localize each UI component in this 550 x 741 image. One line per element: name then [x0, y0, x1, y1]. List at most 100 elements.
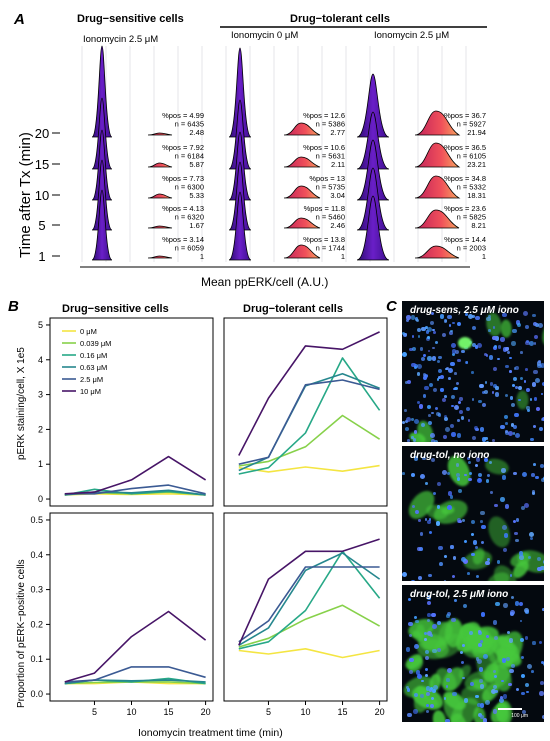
- cell-nucleus: [525, 341, 530, 346]
- cell-nucleus: [409, 669, 414, 674]
- cell-nucleus: [451, 349, 457, 354]
- micrograph-label-0: drug-sens, 2.5 μM iono: [410, 305, 519, 316]
- cell-nucleus: [515, 319, 521, 325]
- y-tick-label: 3: [38, 390, 43, 400]
- cell-nucleus: [434, 406, 439, 411]
- stat-text: %pos = 12.6: [303, 111, 345, 120]
- panel-a-header-sensitive: Drug−sensitive cells: [77, 13, 184, 25]
- cell-nucleus: [431, 688, 436, 693]
- stat-text: n = 5332: [457, 183, 486, 192]
- cell-nucleus: [528, 556, 532, 560]
- cell-nucleus: [429, 382, 434, 387]
- cell-nucleus: [462, 676, 465, 680]
- series-line: [64, 610, 207, 683]
- cell-nucleus: [485, 353, 489, 357]
- stat-text: 18.31: [467, 191, 486, 200]
- cell-nucleus: [505, 430, 508, 433]
- cell-nucleus: [441, 469, 447, 475]
- x-tick-label: 5: [92, 707, 97, 717]
- x-tick-label: 5: [266, 707, 271, 717]
- stat-text: n = 6300: [175, 183, 204, 192]
- stat-text: %pos = 34.8: [444, 174, 486, 183]
- cell-nucleus: [452, 321, 455, 325]
- cell-nucleus: [515, 432, 521, 438]
- cell-nucleus: [467, 418, 471, 422]
- cell-nucleus: [526, 664, 532, 670]
- cell-nucleus: [480, 510, 485, 516]
- cell-nucleus: [450, 343, 456, 349]
- legend-label-5: 10 μM: [80, 387, 101, 396]
- cell-nucleus: [425, 685, 431, 691]
- cell-nucleus: [420, 356, 426, 362]
- chart-sensitive-staining: 0 1 2 3 4 5: [38, 317, 214, 507]
- panel-a-ylabel: Time after Tx (min): [17, 132, 34, 258]
- cell-nucleus: [426, 710, 430, 714]
- cell-nucleus: [518, 385, 523, 390]
- density-peak: [228, 47, 252, 138]
- cell-nucleus: [479, 715, 484, 720]
- stat-text: n = 5386: [316, 120, 345, 129]
- cell-nucleus: [443, 697, 447, 700]
- cell-nucleus: [456, 433, 462, 439]
- cell-nucleus: [519, 619, 523, 623]
- series-line: [238, 647, 380, 659]
- cell-nucleus: [503, 603, 509, 609]
- density-positive: [283, 122, 321, 136]
- cell-nucleus: [538, 640, 543, 645]
- plot-frame: [223, 512, 388, 702]
- cell-nucleus: [477, 703, 481, 707]
- micrograph-drug-tol-no-iono: drug-tol, no iono: [402, 446, 544, 581]
- cell-nucleus: [413, 644, 419, 650]
- cell-nucleus: [506, 656, 511, 661]
- cell-nucleus: [523, 608, 529, 614]
- cell-nucleus: [540, 660, 544, 664]
- cell-nucleus: [418, 404, 424, 409]
- cell-nucleus: [513, 519, 517, 523]
- cell-bright: [458, 337, 472, 349]
- density-positive: [414, 245, 460, 259]
- cell-nucleus: [524, 367, 528, 371]
- stat-text: 5.87: [189, 160, 204, 169]
- cell-nucleus: [455, 472, 460, 478]
- cell-nucleus: [428, 574, 432, 578]
- cell-nucleus: [450, 361, 455, 367]
- density-positive: [414, 142, 461, 168]
- cell-nucleus: [405, 318, 410, 323]
- cell-nucleus: [510, 341, 516, 346]
- cell-nucleus: [492, 383, 498, 388]
- stat-text: %pos = 7.73: [162, 174, 204, 183]
- cell-nucleus: [531, 492, 535, 495]
- cell-nucleus: [461, 349, 465, 354]
- y-tick-label: 0.5: [30, 515, 43, 525]
- cell-nucleus: [524, 682, 530, 688]
- cell-nucleus: [520, 351, 523, 354]
- stat-text: 1: [482, 252, 486, 261]
- cell-nucleus: [413, 709, 418, 714]
- cell-nucleus: [403, 333, 408, 337]
- cell-nucleus: [502, 312, 507, 317]
- cell-nucleus: [540, 565, 544, 571]
- cell-nucleus: [415, 620, 419, 624]
- cell-nucleus: [465, 406, 470, 411]
- cell-nucleus: [406, 314, 412, 320]
- cell-nucleus: [507, 430, 513, 436]
- cell-nucleus: [535, 407, 540, 411]
- series-line: [238, 566, 380, 643]
- plot-frame: [49, 317, 214, 507]
- cell-nucleus: [432, 684, 438, 690]
- cell-nucleus: [485, 479, 490, 483]
- cell-nucleus: [433, 331, 437, 334]
- cell-nucleus: [532, 425, 536, 429]
- cell-nucleus: [483, 653, 488, 659]
- chart-tolerant-staining: [223, 317, 388, 507]
- cell-nucleus: [497, 357, 500, 361]
- micrograph-drug-sens-iono: drug-sens, 2.5 μM iono: [402, 301, 544, 442]
- cell-nucleus: [534, 378, 540, 384]
- cell-nucleus: [427, 336, 431, 339]
- density-positive: [283, 244, 321, 259]
- cell-nucleus: [411, 436, 414, 440]
- cell-nucleus: [537, 322, 543, 328]
- cell-nucleus: [407, 379, 412, 384]
- cell-nucleus: [446, 472, 450, 476]
- cell-nucleus: [417, 575, 422, 580]
